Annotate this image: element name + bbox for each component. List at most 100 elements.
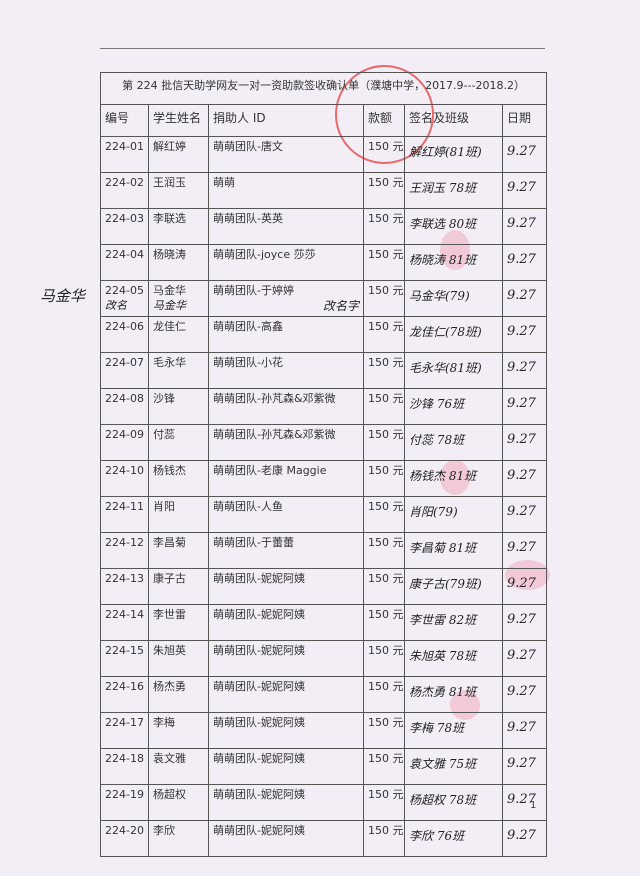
cell-date: 9.27 [501,424,548,461]
cell-text: 毛永华 [153,356,186,369]
cell-text: 付蕊 [153,428,175,441]
cell-text: 萌萌团队-人鱼 [213,500,283,513]
cell-text: 付蕊 78班 [409,433,465,447]
cell-name: 李梅 [148,712,209,749]
cell-text: 9.27 [507,720,536,735]
cell-amount: 150 元 [363,712,405,749]
cell-text: 9.27 [507,828,536,843]
cell-text: 李昌菊 [153,536,186,549]
cell-text: 150 元 [368,320,404,333]
cell-text: 李世雷 [153,608,186,621]
cell-text: 肖阳 [153,500,175,513]
cell-amount: 150 元 [363,316,405,353]
cell-text: 150 元 [368,464,404,477]
table-row: 224-17 李梅 萌萌团队-妮妮阿姨 150 元李梅 78班 9.27 [100,712,548,749]
table-row: 224-12 李昌菊 萌萌团队-于蕾蕾 150 元李昌菊 81班 9.27 [100,532,548,569]
table-row: 224-01 解红婷 萌萌团队-唐文 150 元解红婷(81班) 9.27 [100,136,548,173]
cell-text: 150 元 [368,212,404,225]
column-header: 日期 [501,104,548,137]
cell-id: 224-16 [100,676,149,713]
cell-text: 150 元 [368,428,404,441]
table-row: 224-09 付蕊 萌萌团队-孙芃森&邓紫微 150 元付蕊 78班 9.27 [100,424,548,461]
cell-signature: 龙佳仁(78班) [404,316,503,353]
cell-donor: 萌萌团队-英英 [208,208,364,245]
cell-text: 9.27 [507,540,536,555]
cell-amount: 150 元 [363,172,405,209]
cell-text: 224-01 [105,140,144,153]
cell-id: 224-03 [100,208,149,245]
table-row: 224-16 杨杰勇 萌萌团队-妮妮阿姨 150 元杨杰勇 81班 9.27 [100,676,548,713]
cell-text: 150 元 [368,500,404,513]
cell-text: 9.27 [507,576,536,591]
cell-text: 150 元 [368,680,404,693]
cell-amount: 150 元 [363,280,405,317]
cell-donor: 萌萌团队-joyce 莎莎 [208,244,364,281]
cell-date: 9.27 [501,640,548,677]
cell-id: 224-17 [100,712,149,749]
cell-text: 150 元 [368,248,404,261]
cell-text: 150 元 [368,356,404,369]
cell-text: 9.27 [507,468,536,483]
table-row: 224-07 毛永华 萌萌团队-小花 150 元毛永华(81班) 9.27 [100,352,548,389]
header-rule [100,48,545,49]
cell-name: 袁文雅 [148,748,209,785]
table-row: 224-06 龙佳仁 萌萌团队-高鑫 150 元龙佳仁(78班) 9.27 [100,316,548,353]
cell-amount: 150 元 [363,388,405,425]
cell-text: 萌萌团队-老康 Maggie [213,464,327,477]
handwritten-margin-name: 马金华 [40,286,86,305]
cell-date: 9.27 [501,784,548,821]
cell-text: 萌萌团队-joyce 莎莎 [213,248,316,261]
cell-amount: 150 元 [363,460,405,497]
cell-date: 9.27 [501,748,548,785]
cell-text: 150 元 [368,608,404,621]
cell-id: 224-15 [100,640,149,677]
table-row: 224-14 李世雷 萌萌团队-妮妮阿姨 150 元李世雷 82班 9.27 [100,604,548,641]
cell-donor: 萌萌团队-孙芃森&邓紫微 [208,388,364,425]
cell-donor: 萌萌团队-妮妮阿姨 [208,748,364,785]
cell-name: 李联选 [148,208,209,245]
cell-signature: 康子古(79班) [404,568,503,605]
column-header: 捐助人 ID [208,104,364,137]
cell-donor: 萌萌团队-于蕾蕾 [208,532,364,569]
cell-amount: 150 元 [363,604,405,641]
cell-donor: 萌萌团队-妮妮阿姨 [208,820,364,857]
cell-text: 李欣 [153,824,175,837]
cell-text: 9.27 [507,792,536,807]
cell-text: 李联选 80班 [409,217,477,231]
cell-amount: 150 元 [363,136,405,173]
cell-text: 肖阳(79) [409,505,458,519]
cell-id: 224-08 [100,388,149,425]
cell-text: 沙锋 76班 [409,397,465,411]
cell-text: 萌萌团队-于婷婷 [213,284,294,297]
cell-date: 9.27 [501,820,548,857]
cell-text: 萌萌团队-唐文 [213,140,283,153]
cell-text: 9.27 [507,684,536,699]
cell-signature: 沙锋 76班 [404,388,503,425]
cell-id: 224-05 改名 [100,280,149,317]
cell-text: 224-02 [105,176,144,189]
cell-text: 毛永华(81班) [409,361,482,375]
cell-id: 224-11 [100,496,149,533]
cell-text: 9.27 [507,612,536,627]
receipt-table: 第 224 批信天助学网友一对一资助款签收确认单（濮塘中学，2017.9---2… [99,72,548,857]
cell-donor: 萌萌团队-妮妮阿姨 [208,712,364,749]
cell-signature: 肖阳(79) [404,496,503,533]
column-header: 款额 [363,104,405,137]
cell-text: 萌萌团队-妮妮阿姨 [213,788,305,801]
cell-text: 萌萌团队-孙芃森&邓紫微 [213,428,336,441]
cell-text: 萌萌团队-妮妮阿姨 [213,608,305,621]
cell-text: 9.27 [507,180,536,195]
cell-signature: 杨晓涛 81班 [404,244,503,281]
cell-text: 萌萌团队-英英 [213,212,283,225]
table-row: 224-15 朱旭英 萌萌团队-妮妮阿姨 150 元朱旭英 78班 9.27 [100,640,548,677]
cell-name: 马金华 马金华 [148,280,209,317]
cell-text: 杨超权 78班 [409,793,477,807]
cell-text: 224-04 [105,248,144,261]
cell-donor: 萌萌团队-孙芃森&邓紫微 [208,424,364,461]
cell-text: 224-09 [105,428,144,441]
cell-id: 224-07 [100,352,149,389]
cell-text: 9.27 [507,648,536,663]
cell-signature: 李欣 76班 [404,820,503,857]
cell-text: 150 元 [368,284,404,297]
